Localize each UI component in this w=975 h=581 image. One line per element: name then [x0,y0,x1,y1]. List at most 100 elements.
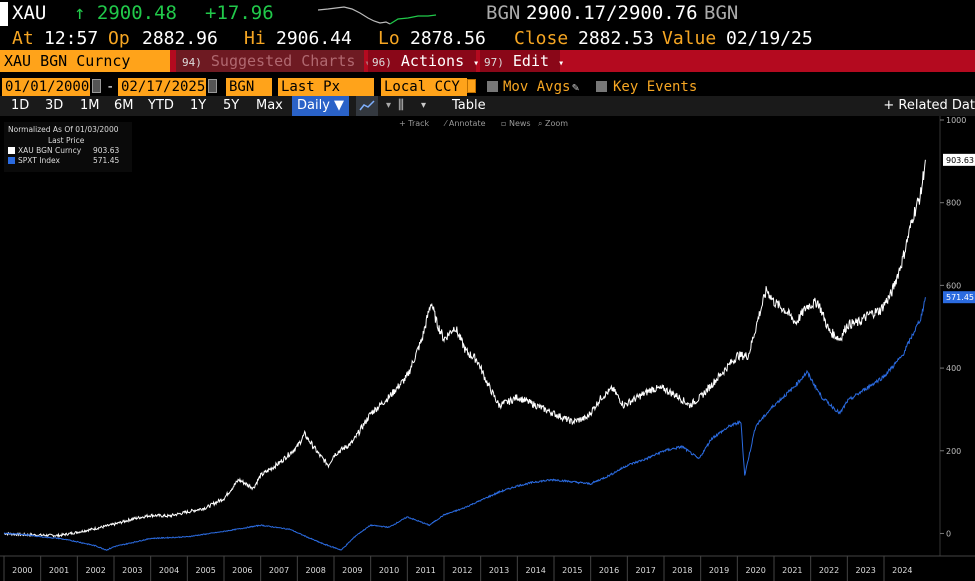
close-value: 2882.53 [578,28,654,49]
x-tick-label: 2024 [892,566,912,575]
table-button[interactable]: Table [452,98,486,113]
menu-bar: XAU BGN Curncy 94) Suggested Charts ▾ 96… [0,50,975,72]
calendar-icon[interactable] [92,79,101,93]
legend-swatch-spx [8,157,15,164]
legend-series-gold-value: 903.63 [93,146,119,155]
close-label: Close [514,28,569,49]
range-1y[interactable]: 1Y [190,98,207,113]
x-tick-label: 2002 [85,566,105,575]
range-1m[interactable]: 1M [80,98,100,113]
actions-number: 96) [372,56,392,69]
mov-avgs-label: Mov Avgs [503,79,571,95]
start-date-input[interactable]: 01/01/2000 [2,78,90,96]
legend-series-spx-value: 571.45 [93,156,119,165]
x-tick-label: 2009 [342,566,362,575]
range-max[interactable]: Max [256,98,283,113]
y-tick-label: 1000 [946,116,966,125]
frequency-select[interactable]: Daily ▼ [292,96,350,116]
bgn-label: BGN [486,2,521,24]
suggested-charts-menu[interactable]: 94) Suggested Charts ▾ [176,50,370,72]
at-label: At [12,28,34,49]
range-5y[interactable]: 5Y [223,98,240,113]
range-3d[interactable]: 3D [45,98,64,113]
security-field[interactable]: XAU BGN Curncy [0,50,170,72]
legend-box [4,122,132,172]
last-value-tag [943,291,975,304]
track-button[interactable]: + Track [399,119,430,128]
value-date: 02/19/25 [726,28,813,49]
x-tick-label: 2001 [49,566,69,575]
range-1d[interactable]: 1D [11,98,30,113]
y-axis: 0 200 400 600 800 1000 [940,116,966,538]
y-tick-label: 800 [946,199,961,208]
key-events-checkbox[interactable] [596,81,607,92]
chart-type-chevron-icon[interactable]: ▾ [386,100,392,111]
price-chart[interactable]: + Track ⁄ Annotate ▫ News ⌕ Zoom Normali… [0,116,975,581]
y-tick-label: 400 [946,364,961,373]
quote-time: 12:57 [44,28,99,49]
calendar-icon[interactable] [208,79,217,93]
edit-number: 97) [484,56,504,69]
currency-select[interactable]: Local CCY [381,78,467,96]
chart-legend: Normalized As Of 01/03/2000 Last Price X… [4,122,132,172]
chevron-down-icon: ▾ [558,58,565,69]
actions-menu[interactable]: 96) Actions ▾ [368,50,480,72]
chevron-down-icon[interactable] [467,79,476,93]
x-tick-label: 2008 [305,566,325,575]
mov-avgs-checkbox[interactable] [487,81,498,92]
x-tick-label: 2012 [452,566,472,575]
intraday-sparkline [318,6,437,25]
quote-stats: At 12:57 Op 2882.96 Hi 2906.44 Lo 2878.5… [0,28,975,50]
pencil-icon[interactable]: ✎ [572,80,580,94]
x-tick-label: 2015 [562,566,582,575]
x-tick-label: 2010 [379,566,399,575]
zoom-button[interactable]: ⌕ Zoom [538,119,568,128]
legend-series-spx-name: SPXT Index [18,156,60,165]
legend-series-gold-name: XAU BGN Curncy [18,146,82,155]
chevron-down-icon: ▾ [473,58,480,69]
bid-ask: 2900.17/2900.76 [526,2,698,24]
y-tick-label: 600 [946,281,961,290]
series-layer [3,159,926,551]
x-tick-label: 2013 [489,566,509,575]
open-label: Op [108,28,130,49]
x-tick-label: 2003 [122,566,142,575]
range-ytd[interactable]: YTD [148,98,174,113]
line-chart-icon[interactable] [356,96,378,116]
high-label: Hi [244,28,266,49]
x-tick-label: 2006 [232,566,252,575]
suggested-charts-number: 94) [182,56,202,69]
suggested-charts-label: Suggested Charts [210,52,356,70]
last-value-tag [943,153,975,166]
y-tick-label: 0 [946,529,951,538]
bgn-label-2: BGN [704,2,739,24]
x-tick-label: 2004 [159,566,179,575]
related-data-button[interactable]: + Related Dat [877,96,975,116]
last-price: ↑ 2900.48 [74,2,177,24]
annotate-button[interactable]: ⁄ Annotate [443,119,486,128]
x-tick-label: 2020 [745,566,765,575]
chart-background [0,116,975,581]
price-field-input[interactable]: Last Px [278,78,374,96]
high-value: 2906.44 [276,28,352,49]
chart-toolbar: + Track ⁄ Annotate ▫ News ⌕ Zoom [399,119,568,128]
news-button[interactable]: ▫ News [501,119,531,128]
end-date-input[interactable]: 02/17/2025 [118,78,206,96]
x-tick-label: 2021 [782,566,802,575]
legend-subtitle: Last Price [48,136,85,145]
ticker-symbol[interactable]: XAU [12,2,47,24]
last-value-text: 571.45 [946,293,974,302]
range-6m[interactable]: 6M [114,98,134,113]
x-tick-label: 2023 [855,566,875,575]
bar-chart-icon[interactable]: ⫼ [398,98,404,113]
pricing-source-input[interactable]: BGN [226,78,272,96]
more-options-chevron-icon[interactable]: ▾ [421,100,427,111]
range-bar: 1D 3D 1M 6M YTD 1Y 5Y Max Daily ▼ ▾ ⫼ ▾ … [0,96,975,116]
x-tick-label: 2005 [195,566,215,575]
x-tick-label: 2000 [12,566,32,575]
edit-menu[interactable]: 97) Edit ▾ [480,50,564,72]
chevron-down-icon: ▾ [364,58,370,69]
x-axis: 2000 2001 2002 2003 2004 2005 2006 2007 2008 2009… [3,556,913,581]
series-line-gold [3,159,926,539]
x-tick-label: 2011 [415,566,435,575]
